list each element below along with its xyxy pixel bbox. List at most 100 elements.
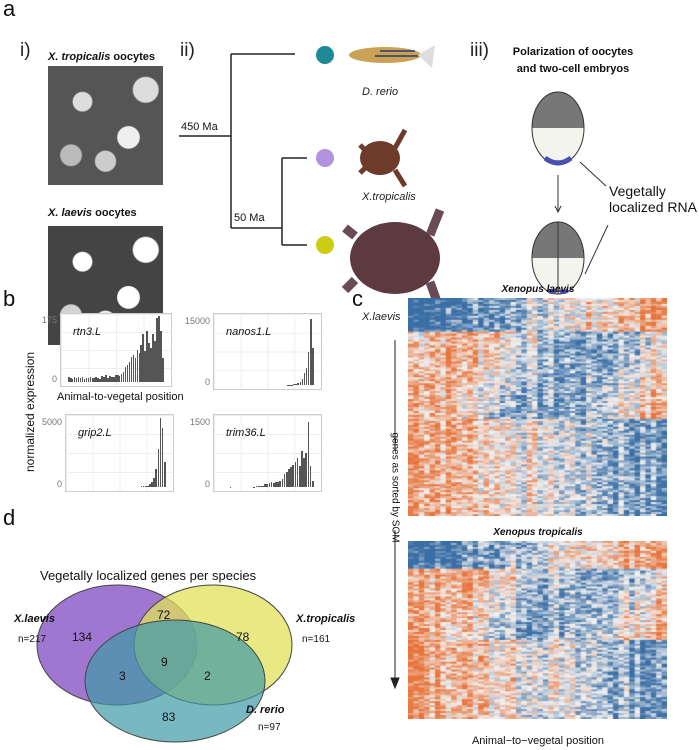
histogram-bar [126, 365, 129, 382]
histogram-bar [132, 354, 135, 382]
species-label-rerio: D. rerio [362, 86, 399, 98]
heatmap-title-laevis: Xenopus laevis [501, 284, 575, 295]
gene-sort-arrow [390, 340, 400, 690]
histogram-bar [303, 372, 306, 385]
histogram-bar [91, 377, 94, 382]
histogram-bar [275, 481, 277, 487]
histogram-bar [279, 480, 282, 487]
histogram-bar [151, 481, 153, 487]
histogram-bar [97, 377, 99, 382]
y-tick-top: 5000 [41, 416, 62, 427]
set-n-laevis: n=217 [18, 634, 47, 645]
venn-count-laevis-rerio: 3 [119, 669, 126, 683]
histogram-bar [101, 375, 103, 382]
histogram-bar [103, 377, 105, 382]
histogram-bar [158, 316, 160, 382]
heatmap-title-tropicalis: Xenopus tropicalis [493, 527, 583, 538]
set-label-tropicalis: X.tropicalis [296, 613, 356, 625]
label-line: Vegetally [609, 183, 666, 199]
histogram-bar [163, 461, 166, 487]
histogram-gene-label: trim36.L [226, 427, 266, 439]
species-name: X. laevis [48, 207, 93, 219]
histogram-bar [122, 371, 125, 382]
histogram-bar [150, 348, 152, 382]
histogram-bar [93, 377, 96, 382]
histogram-bar [156, 317, 158, 382]
histogram-bar [295, 383, 298, 385]
phylogenetic-tree [179, 45, 609, 312]
panel-label-a: a [3, 0, 16, 21]
c-ylabel: genes as sorted by SOM [389, 432, 401, 543]
histogram-bar [277, 481, 279, 487]
panel-label-d: d [3, 505, 16, 530]
histogram-bar [120, 373, 123, 382]
histogram-bar [111, 376, 113, 382]
histogram-bar [290, 467, 292, 487]
y-tick-zero: 0 [204, 479, 210, 489]
histogram-bar [311, 480, 314, 487]
histogram-bar [255, 486, 258, 487]
heatmap-tropicalis [408, 541, 667, 719]
histogram-bar [257, 486, 260, 487]
histogram-bar [298, 466, 301, 487]
histogram-bar [115, 375, 117, 382]
histogram-bar [155, 469, 158, 487]
histogram-bar [89, 377, 92, 382]
histogram-bar [85, 377, 88, 382]
histogram-bar [68, 376, 70, 382]
histogram-bar [159, 417, 162, 487]
histogram-grip2.L: grip2.L 5000 0 [42, 414, 174, 492]
histogram-bar [118, 375, 121, 382]
set-n-tropicalis: n=161 [302, 634, 331, 645]
vegetal-rna-label: Vegetally localized RNA [609, 183, 697, 215]
histogram-bar [162, 358, 164, 382]
histogram-bar [307, 351, 310, 385]
embryo-two-cell [531, 221, 585, 295]
histogram-bar [281, 479, 284, 487]
root-age-label: 450 Ma [181, 121, 218, 133]
panel-label-c: c [352, 286, 363, 311]
set-label-rerio: D. rerio [246, 704, 285, 716]
species-name: X. tropicalis [48, 51, 111, 63]
title-line: Polarization of oocytes [512, 46, 634, 58]
set-n-rerio: n=97 [258, 722, 281, 733]
y-tick-top: 175 [41, 315, 57, 326]
histogram-bar [303, 457, 305, 487]
c-xlabel: Animal−to−vegetal position [471, 735, 605, 747]
histogram-bar [95, 376, 97, 382]
y-tick-zero: 0 [51, 374, 57, 384]
species-label-tropicalis: X.tropicalis [362, 191, 416, 203]
histogram-gene-label: rtn3.L [73, 326, 102, 338]
histogram-bar [305, 453, 308, 487]
b-ylabel: normalized expression [23, 351, 37, 472]
label-line: localized RNA [609, 199, 697, 215]
histogram-bar [128, 361, 131, 382]
y-tick-top: 15000 [184, 315, 210, 326]
venn-count-trop-rerio: 2 [204, 669, 211, 683]
histogram-bar [259, 485, 262, 487]
histogram-bar [146, 331, 148, 382]
subpanel-label-iii: iii) [470, 40, 489, 61]
trop-oocytes-title: X. tropicalis oocytes [48, 51, 155, 63]
histogram-trim36.L: trim36.L 1500 0 [190, 414, 322, 492]
histogram-bar [293, 384, 295, 385]
histogram-bar [283, 474, 286, 487]
histogram-nanos1.L: nanos1.L 15000 0 [185, 313, 322, 390]
histogram-bar [79, 377, 82, 382]
histogram-bar [75, 377, 78, 382]
histogram-bar [299, 381, 302, 385]
zebrafish-image [349, 45, 435, 68]
histogram-bar [105, 375, 107, 382]
histogram-bar [266, 484, 269, 487]
tree-branches [179, 53, 307, 246]
node-age-label: 50 Ma [234, 212, 265, 224]
venn-diagram [36, 584, 293, 743]
histogram-bar [157, 449, 160, 487]
histogram-bar [144, 486, 147, 487]
histogram-bar [99, 378, 101, 382]
title-line: and two-cell embryos [516, 63, 630, 75]
heatmap-laevis [408, 298, 667, 516]
histogram-bar [297, 382, 300, 385]
laevis-oocytes-title: X. laevis oocytes [48, 207, 137, 219]
histogram-bar [161, 427, 164, 487]
